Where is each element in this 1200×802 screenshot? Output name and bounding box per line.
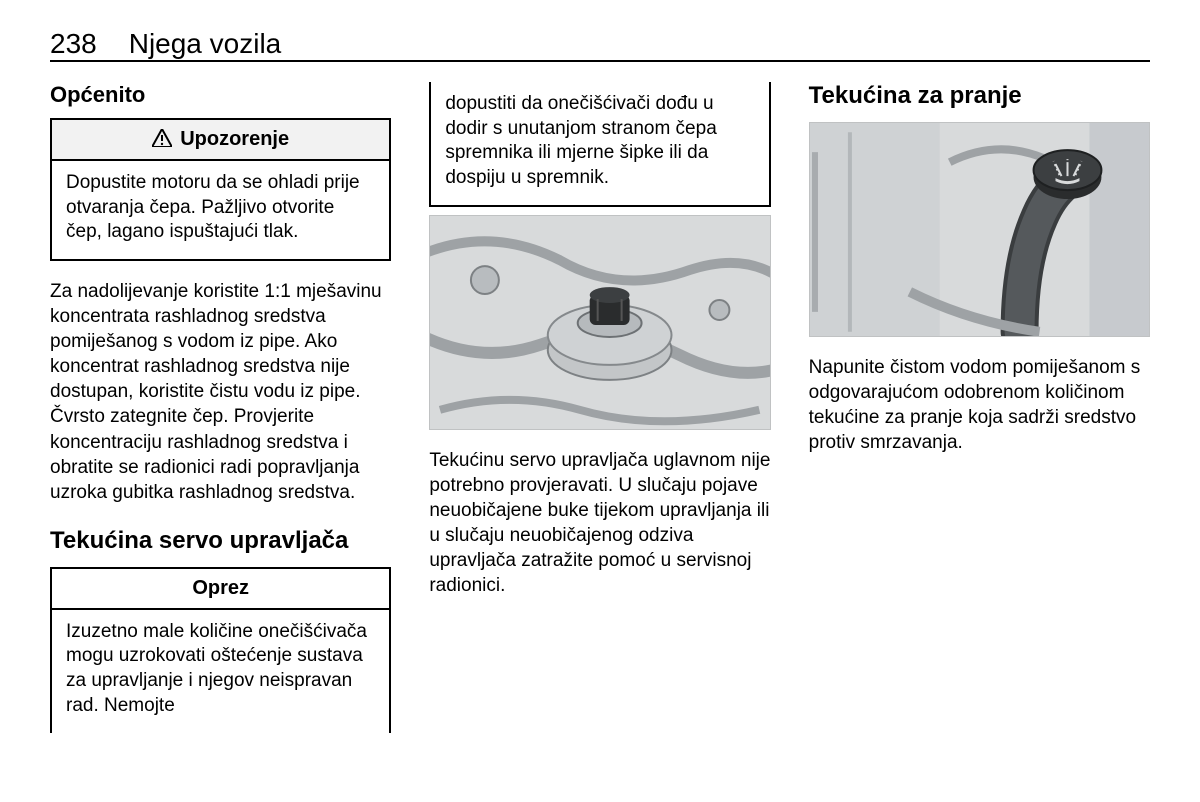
caution-box-body: Izuzetno male količine onečišćivača mogu… bbox=[52, 610, 389, 733]
warning-box: Upozorenje Dopustite motoru da se ohladi… bbox=[50, 118, 391, 261]
warning-box-body: Dopustite motoru da se ohladi prije otva… bbox=[52, 161, 389, 259]
content-columns: Općenito Upozorenje Dopustite motoru da … bbox=[50, 82, 1150, 733]
warning-box-title: Upozorenje bbox=[180, 128, 289, 151]
servo-fluid-figure bbox=[429, 215, 770, 430]
warning-icon bbox=[152, 129, 172, 150]
page-header: 238 Njega vozila bbox=[50, 28, 1150, 62]
warning-box-title-row: Upozorenje bbox=[52, 120, 389, 161]
servo-paragraph: Tekućinu servo upravljača uglavnom nije … bbox=[429, 448, 770, 598]
washer-heading: Tekućina za pranje bbox=[809, 82, 1150, 110]
washer-fluid-figure bbox=[809, 122, 1150, 337]
caution-box-title: Oprez bbox=[192, 577, 249, 600]
servo-heading: Tekućina servo upravljača bbox=[50, 527, 391, 555]
column-2: dopustiti da onečišćivači dođu u dodir s… bbox=[429, 82, 770, 733]
chapter-title: Njega vozila bbox=[129, 28, 282, 60]
caution-box: Oprez Izuzetno male količine onečišćivač… bbox=[50, 567, 391, 733]
general-heading: Općenito bbox=[50, 82, 391, 108]
caution-box-title-row: Oprez bbox=[52, 569, 389, 610]
coolant-paragraph: Za nadolijevanje koristite 1:1 mješavinu… bbox=[50, 279, 391, 505]
column-1: Općenito Upozorenje Dopustite motoru da … bbox=[50, 82, 391, 733]
washer-paragraph: Napunite čistom vodom pomiješanom s odgo… bbox=[809, 355, 1150, 455]
column-3: Tekućina za pranje bbox=[809, 82, 1150, 733]
caution-box-continued: dopustiti da onečišćivači dođu u dodir s… bbox=[429, 82, 770, 207]
page-number: 238 bbox=[50, 28, 97, 60]
caution-box-continued-body: dopustiti da onečišćivači dođu u dodir s… bbox=[431, 82, 768, 205]
